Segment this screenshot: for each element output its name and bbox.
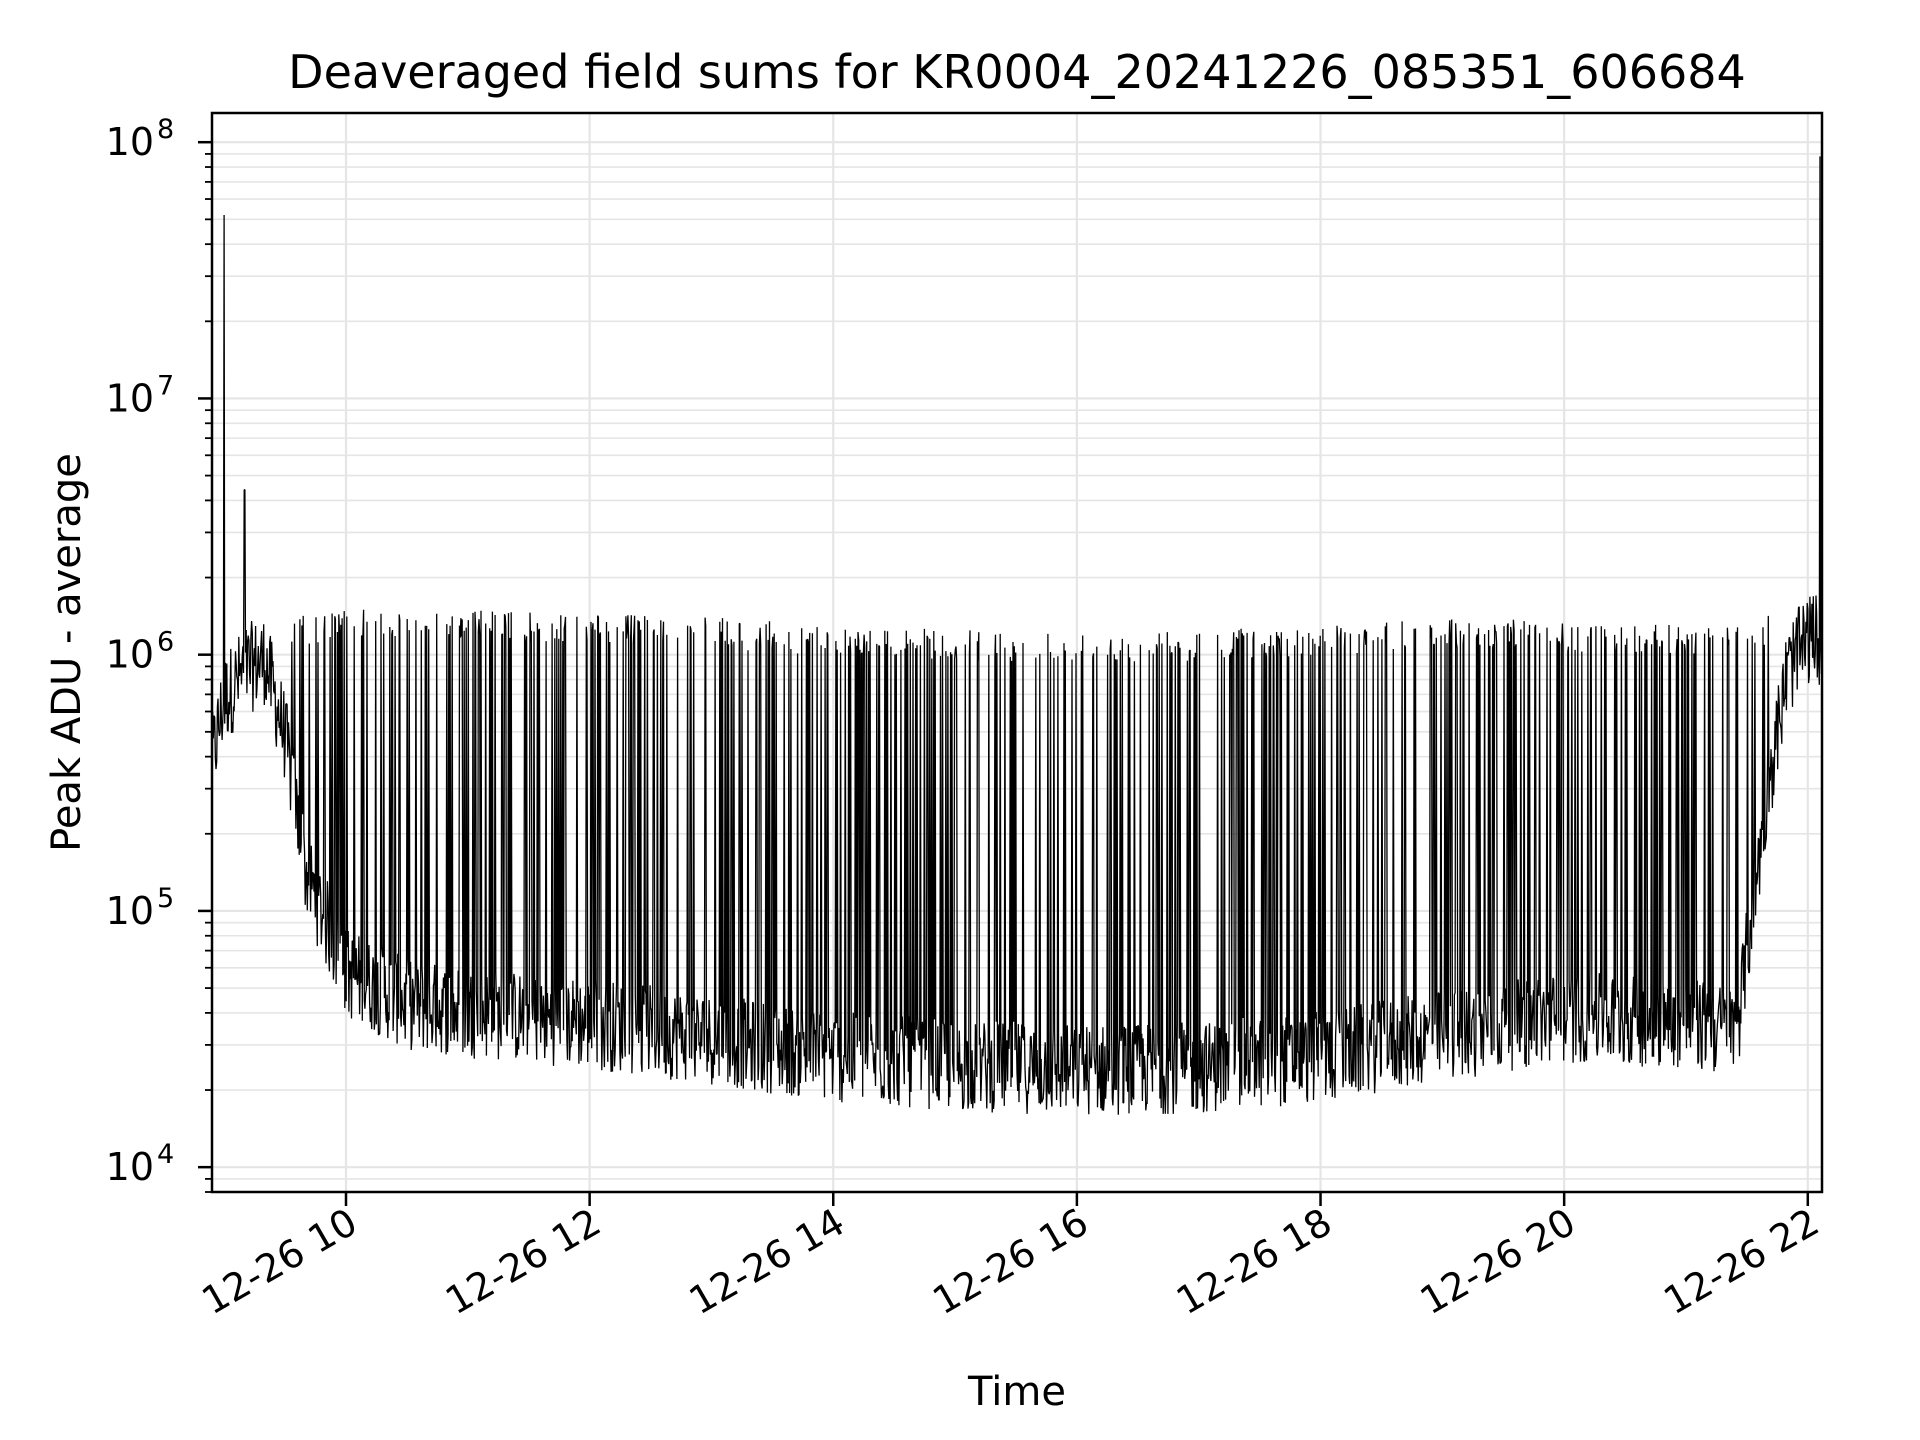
y-tick-exponent: 8 (157, 114, 174, 145)
y-tick-label: 10 (106, 120, 154, 164)
series-path (211, 156, 1823, 1115)
x-axis: 12-26 10 12-26 12 12-26 14 12-26 16 12-26 18… (195, 1192, 1826, 1324)
chart-title: Deaveraged field sums for KR0004_2024122… (288, 45, 1746, 99)
x-axis-label: Time (967, 1369, 1066, 1415)
y-axis-label: Peak ADU - average (44, 453, 90, 852)
x-tick-label: 12-26 14 (682, 1200, 852, 1324)
y-tick-exponent: 7 (157, 370, 174, 401)
y-tick-label: 10 (106, 376, 154, 420)
y-tick-label: 10 (106, 1145, 154, 1189)
x-tick-label: 12-26 16 (925, 1200, 1095, 1324)
series-line (211, 156, 1823, 1115)
y-tick-exponent: 4 (157, 1139, 174, 1170)
x-tick-label: 12-26 10 (195, 1200, 365, 1324)
x-tick-label: 12-26 12 (438, 1200, 608, 1324)
y-tick-label: 10 (106, 889, 154, 933)
x-tick-label: 12-26 18 (1169, 1200, 1339, 1324)
plot-area-frame (210, 111, 1824, 1194)
y-tick-label: 10 (106, 633, 154, 677)
y-tick-exponent: 6 (157, 627, 174, 658)
x-tick-label: 12-26 20 (1413, 1200, 1583, 1324)
x-tick-label: 12-26 22 (1656, 1200, 1826, 1324)
y-tick-exponent: 5 (157, 883, 174, 914)
